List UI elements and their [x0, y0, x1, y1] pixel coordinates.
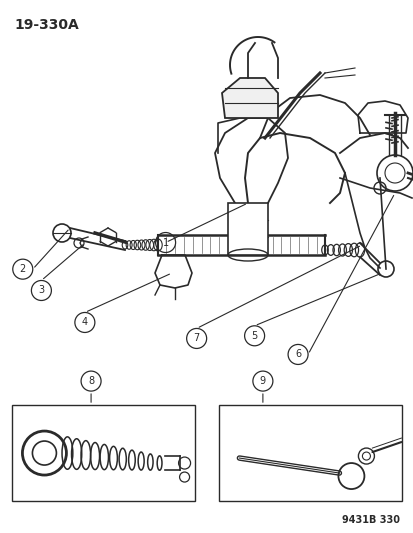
- Text: 8: 8: [88, 376, 94, 386]
- Text: 5: 5: [251, 331, 257, 341]
- Text: 3: 3: [38, 286, 44, 295]
- Polygon shape: [221, 78, 277, 118]
- Text: 9: 9: [259, 376, 265, 386]
- Bar: [12, 405, 194, 501]
- Text: 9431B 330: 9431B 330: [341, 515, 399, 525]
- Bar: [219, 405, 401, 501]
- Text: 7: 7: [193, 334, 199, 343]
- Text: 1: 1: [162, 238, 168, 247]
- Text: 6: 6: [294, 350, 300, 359]
- Text: 2: 2: [19, 264, 26, 274]
- Text: 4: 4: [82, 318, 88, 327]
- Text: 19-330A: 19-330A: [14, 18, 78, 32]
- Polygon shape: [228, 203, 267, 255]
